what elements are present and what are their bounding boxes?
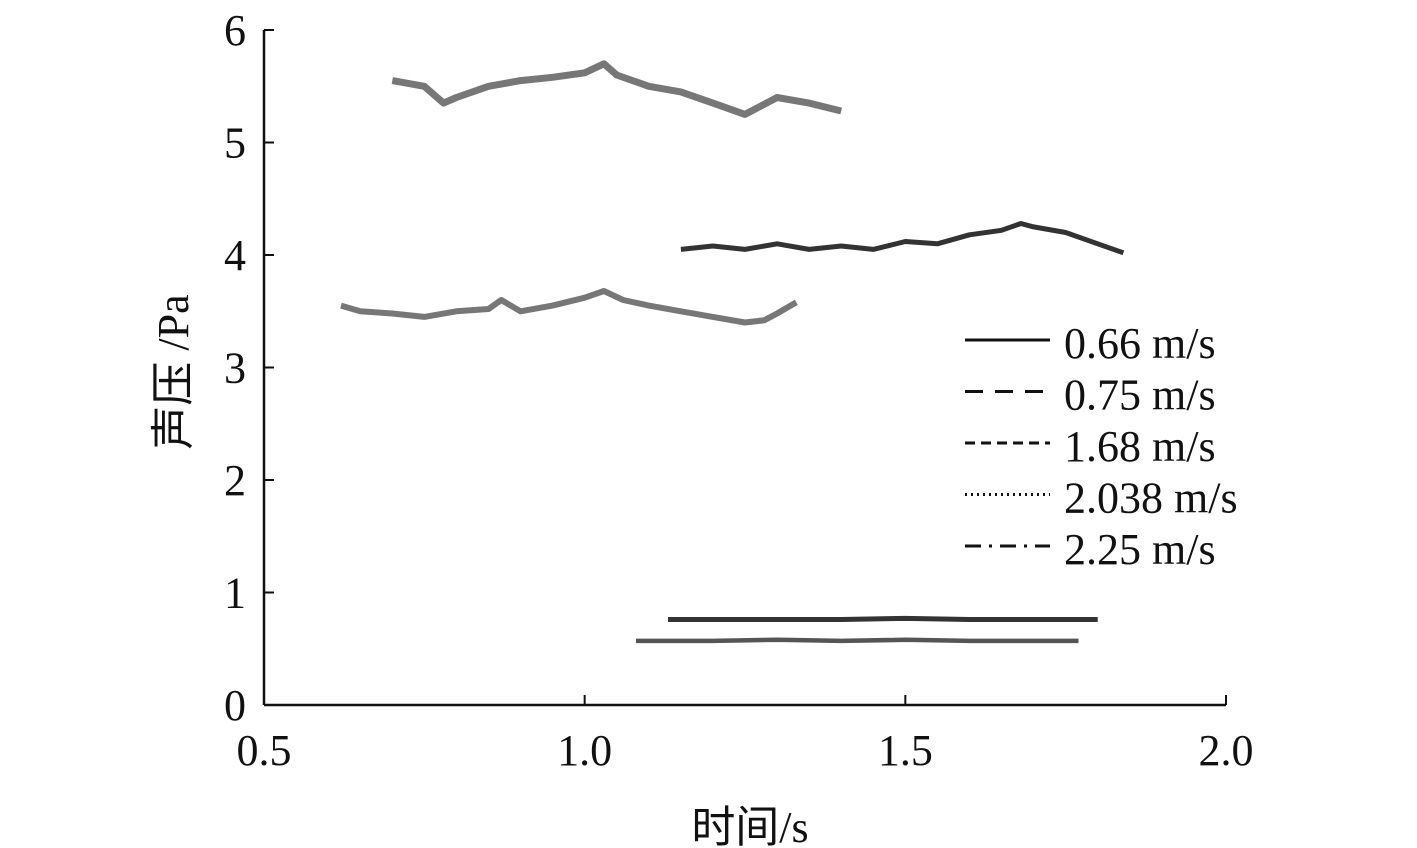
y-tick-label: 3 — [224, 344, 246, 393]
y-tick-label: 1 — [224, 569, 246, 618]
series-line-5 — [391, 60, 843, 118]
axes: 0.5 1.0 1.5 2.0 0 1 2 3 4 5 6 — [224, 6, 1254, 775]
y-ticks: 0 1 2 3 4 5 6 — [224, 6, 274, 730]
legend-label-4: 2.038 m/s — [1064, 474, 1238, 523]
series-line-4 — [680, 221, 1125, 256]
x-axis-title: 时间/s — [691, 803, 808, 848]
legend-label-5: 2.25 m/s — [1064, 525, 1216, 574]
series-line-2 — [668, 615, 1098, 622]
x-tick-label: 1.0 — [557, 726, 612, 775]
legend: 0.66 m/s0.75 m/s1.68 m/s2.038 m/s2.25 m/… — [965, 319, 1238, 574]
legend-label-1: 0.66 m/s — [1064, 319, 1216, 368]
legend-label-2: 0.75 m/s — [1064, 371, 1216, 420]
legend-label-3: 1.68 m/s — [1064, 422, 1216, 471]
y-tick-label: 6 — [224, 6, 246, 55]
y-tick-label: 4 — [224, 231, 246, 280]
y-axis-title: 声压 /Pa — [149, 294, 198, 449]
series-line-3 — [340, 288, 798, 326]
x-tick-label: 0.5 — [237, 726, 292, 775]
series-line-1 — [636, 637, 1079, 644]
x-tick-label: 1.5 — [878, 726, 933, 775]
plot-series — [340, 60, 1125, 644]
y-tick-label: 5 — [224, 119, 246, 168]
x-ticks: 0.5 1.0 1.5 2.0 — [237, 695, 1254, 775]
y-tick-label: 0 — [224, 681, 246, 730]
y-tick-label: 2 — [224, 456, 246, 505]
x-tick-label: 2.0 — [1199, 726, 1254, 775]
